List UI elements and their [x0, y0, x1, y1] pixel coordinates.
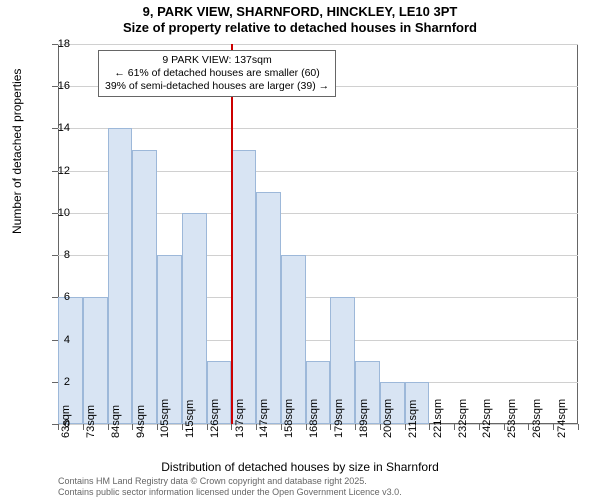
- x-tick: [578, 424, 579, 430]
- x-tick: [429, 424, 430, 430]
- reference-line: [231, 44, 233, 424]
- y-tick-label: 2: [42, 376, 70, 388]
- attribution-line2: Contains public sector information licen…: [58, 487, 402, 498]
- x-tick: [504, 424, 505, 430]
- annotation-line1: 9 PARK VIEW: 137sqm: [105, 54, 329, 67]
- annotation-line2: ← 61% of detached houses are smaller (60…: [105, 67, 329, 80]
- y-tick-label: 8: [42, 249, 70, 261]
- x-tick: [454, 424, 455, 430]
- chart-title-address: 9, PARK VIEW, SHARNFORD, HINCKLEY, LE10 …: [0, 4, 600, 19]
- y-tick-label: 4: [42, 334, 70, 346]
- x-tick: [380, 424, 381, 430]
- x-tick: [108, 424, 109, 430]
- histogram-bar: [182, 213, 207, 424]
- x-tick: [281, 424, 282, 430]
- x-tick: [405, 424, 406, 430]
- histogram-bar: [231, 150, 256, 424]
- x-tick: [132, 424, 133, 430]
- x-tick: [479, 424, 480, 430]
- attribution-text: Contains HM Land Registry data © Crown c…: [58, 476, 402, 498]
- y-tick-label: 12: [42, 165, 70, 177]
- x-tick: [231, 424, 232, 430]
- x-tick: [528, 424, 529, 430]
- gridline: [58, 44, 578, 45]
- histogram-bar: [132, 150, 157, 424]
- annotation-line3: 39% of semi-detached houses are larger (…: [105, 80, 329, 93]
- y-tick-label: 18: [42, 38, 70, 50]
- y-tick-label: 16: [42, 80, 70, 92]
- x-tick: [553, 424, 554, 430]
- x-tick: [207, 424, 208, 430]
- x-tick: [157, 424, 158, 430]
- annotation-box: 9 PARK VIEW: 137sqm← 61% of detached hou…: [98, 50, 336, 97]
- gridline: [58, 128, 578, 129]
- histogram-bar: [256, 192, 281, 424]
- x-tick: [256, 424, 257, 430]
- chart-container: 9, PARK VIEW, SHARNFORD, HINCKLEY, LE10 …: [0, 0, 600, 500]
- y-axis-title: Number of detached properties: [10, 69, 24, 234]
- chart-title-subtitle: Size of property relative to detached ho…: [0, 20, 600, 35]
- attribution-line1: Contains HM Land Registry data © Crown c…: [58, 476, 402, 487]
- x-tick: [182, 424, 183, 430]
- histogram-bar: [108, 128, 133, 424]
- x-tick: [330, 424, 331, 430]
- x-tick: [355, 424, 356, 430]
- y-tick-label: 10: [42, 207, 70, 219]
- x-tick: [306, 424, 307, 430]
- y-tick-label: 14: [42, 122, 70, 134]
- x-axis-title: Distribution of detached houses by size …: [0, 460, 600, 474]
- y-tick-label: 6: [42, 291, 70, 303]
- plot-area: 9 PARK VIEW: 137sqm← 61% of detached hou…: [58, 44, 578, 424]
- x-tick: [83, 424, 84, 430]
